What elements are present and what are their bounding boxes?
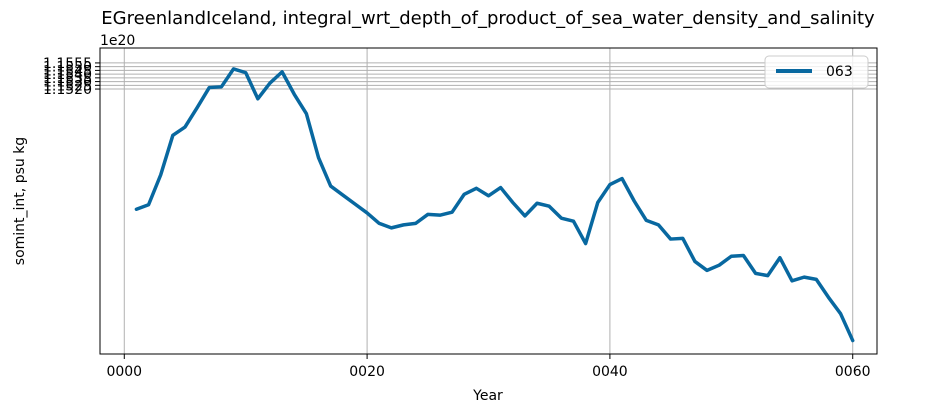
x-axis: 0000 0020 0040 0060 xyxy=(106,354,871,380)
y-tick-label: 1.1555 xyxy=(43,56,92,72)
x-tick-label: 0000 xyxy=(106,364,142,380)
y-tick-label: 1.1545 xyxy=(43,63,92,79)
y-tick-label: 1.1520 xyxy=(43,82,92,98)
y-axis-label: somint_int, psu kg xyxy=(12,137,28,265)
x-axis-label: Year xyxy=(472,388,503,404)
y-axis: 1.15201.15251.15301.15351.15401.15451.15… xyxy=(43,56,100,98)
legend-label: 063 xyxy=(826,64,853,80)
y-tick-label: 1.1550 xyxy=(43,60,92,76)
legend-box xyxy=(764,55,869,89)
y-tick-label: 1.1535 xyxy=(43,71,92,87)
x-tick-label: 0020 xyxy=(349,364,385,380)
x-tick-label: 0060 xyxy=(835,364,871,380)
y-tick-label: 1.1525 xyxy=(43,78,92,94)
legend: 063 xyxy=(764,55,869,89)
series-layer xyxy=(134,67,855,343)
chart-title: EGreenlandIceland, integral_wrt_depth_of… xyxy=(101,8,875,29)
y-tick-label: 1.1540 xyxy=(43,67,92,83)
grid xyxy=(100,48,877,354)
plot-frame xyxy=(99,47,878,355)
y-tick-label: 1.1530 xyxy=(43,75,92,91)
series-line-063 xyxy=(134,67,855,343)
x-tick-label: 0040 xyxy=(592,364,628,380)
y-offset-label: 1e20 xyxy=(100,33,135,49)
